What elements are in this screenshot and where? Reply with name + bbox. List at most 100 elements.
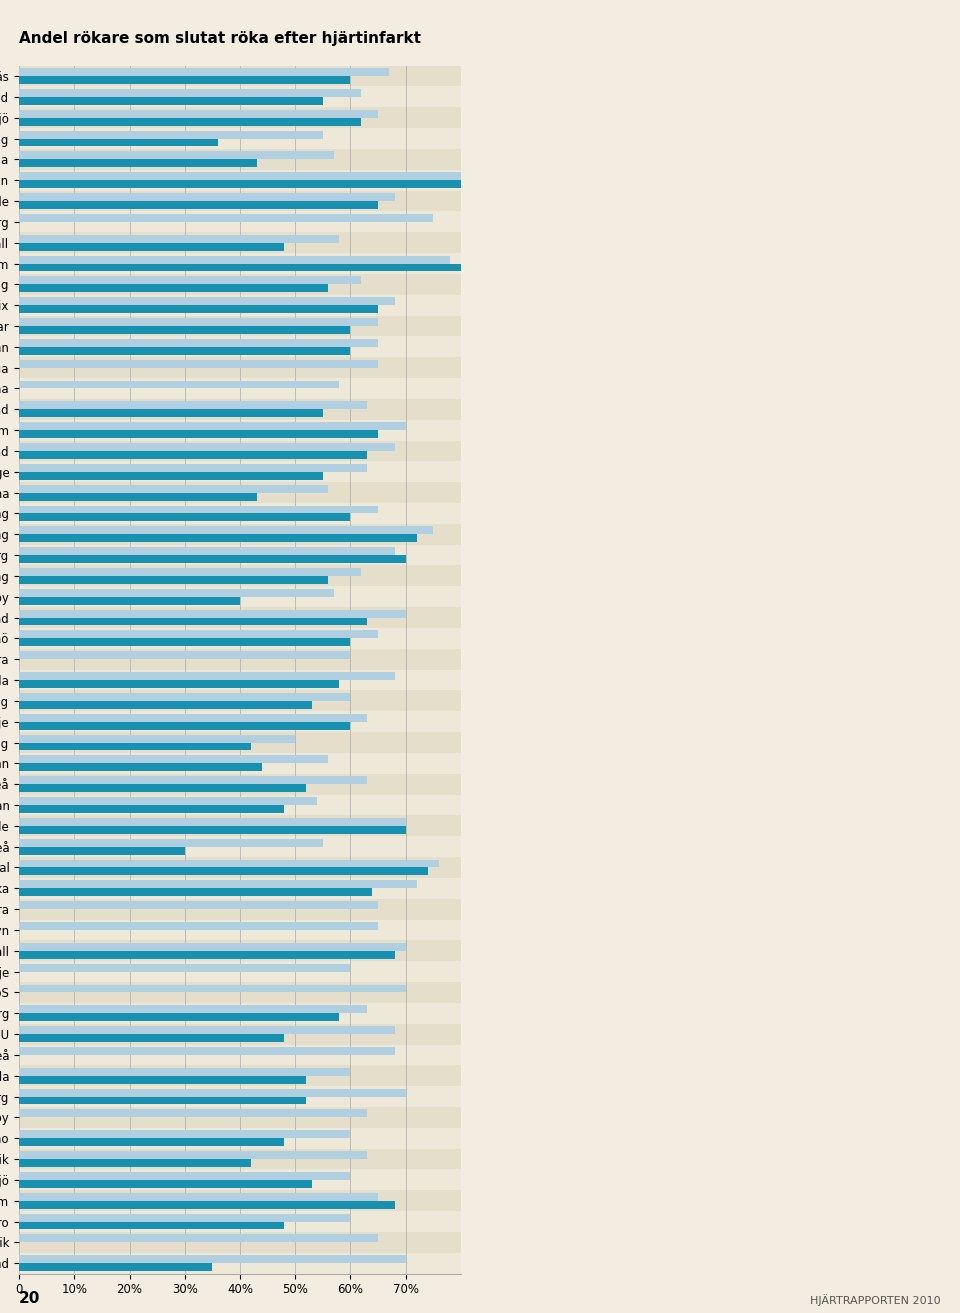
Bar [19, 381, 339, 389]
Bar [19, 463, 367, 471]
Bar [19, 1213, 350, 1221]
Bar [19, 1152, 367, 1159]
Bar [19, 964, 350, 972]
Bar [19, 670, 461, 691]
Bar [19, 118, 361, 126]
Bar [19, 274, 461, 294]
Bar [19, 1088, 405, 1096]
Bar [19, 1014, 339, 1022]
Bar [19, 630, 378, 638]
Bar [19, 545, 461, 566]
Bar [19, 256, 449, 264]
Bar [19, 1086, 461, 1107]
Bar [19, 76, 350, 84]
Bar [19, 712, 461, 733]
Bar [19, 339, 378, 347]
Bar [19, 617, 367, 625]
Bar [19, 1211, 461, 1232]
Bar [19, 752, 461, 773]
Bar [19, 66, 461, 87]
Text: Andel rökare som slutat röka efter hjärtinfarkt: Andel rökare som slutat röka efter hjärt… [19, 32, 421, 46]
Bar [19, 129, 461, 148]
Text: HJÄRTRAPPORTEN 2010: HJÄRTRAPPORTEN 2010 [810, 1295, 941, 1306]
Bar [19, 503, 461, 524]
Bar [19, 297, 395, 305]
Bar [19, 607, 461, 628]
Bar [19, 151, 334, 159]
Bar [19, 805, 284, 813]
Bar [19, 839, 323, 847]
Bar [19, 1128, 461, 1149]
Bar [19, 733, 461, 752]
Bar [19, 889, 372, 897]
Bar [19, 1109, 367, 1117]
Bar [19, 410, 323, 418]
Bar [19, 399, 461, 420]
Bar [19, 569, 361, 576]
Bar [19, 1159, 252, 1167]
Bar [19, 1180, 312, 1188]
Bar [19, 68, 389, 76]
Bar [19, 214, 433, 222]
Bar [19, 847, 184, 855]
Bar [19, 305, 378, 312]
Bar [19, 651, 350, 659]
Bar [19, 180, 555, 188]
Bar [19, 784, 306, 792]
Bar [19, 596, 240, 605]
Bar [19, 776, 367, 784]
Bar [19, 1255, 405, 1263]
Bar [19, 1107, 461, 1128]
Bar [19, 878, 461, 898]
Bar [19, 1170, 461, 1191]
Bar [19, 1232, 461, 1253]
Bar [19, 1192, 378, 1200]
Bar [19, 1035, 284, 1043]
Bar [19, 555, 405, 563]
Bar [19, 89, 361, 97]
Bar [19, 982, 461, 1003]
Bar [19, 1221, 284, 1229]
Bar [19, 881, 417, 889]
Bar [19, 836, 461, 857]
Bar [19, 1067, 350, 1075]
Bar [19, 442, 395, 450]
Bar [19, 232, 461, 253]
Bar [19, 139, 218, 147]
Bar [19, 755, 328, 763]
Bar [19, 826, 405, 834]
Bar [19, 108, 461, 129]
Bar [19, 898, 461, 919]
Bar [19, 951, 395, 958]
Bar [19, 548, 395, 555]
Bar [19, 423, 405, 431]
Bar [19, 1149, 461, 1170]
Bar [19, 294, 461, 315]
Bar [19, 860, 439, 868]
Bar [19, 943, 405, 951]
Bar [19, 868, 428, 876]
Bar [19, 347, 350, 355]
Bar [19, 264, 461, 272]
Bar [19, 97, 323, 105]
Bar [19, 1263, 212, 1271]
Bar [19, 1003, 461, 1024]
Bar [19, 1065, 461, 1086]
Bar [19, 378, 461, 399]
Bar [19, 1096, 306, 1104]
Bar [19, 336, 461, 357]
Bar [19, 797, 317, 805]
Bar [19, 110, 378, 118]
Bar [19, 1191, 461, 1211]
Bar [19, 169, 461, 190]
Bar [19, 588, 334, 596]
Bar [19, 482, 461, 503]
Bar [19, 506, 378, 513]
Bar [19, 680, 339, 688]
Bar [19, 148, 461, 169]
Bar [19, 1006, 367, 1014]
Bar [19, 441, 461, 461]
Bar [19, 450, 367, 458]
Bar [19, 1138, 284, 1146]
Bar [19, 360, 378, 368]
